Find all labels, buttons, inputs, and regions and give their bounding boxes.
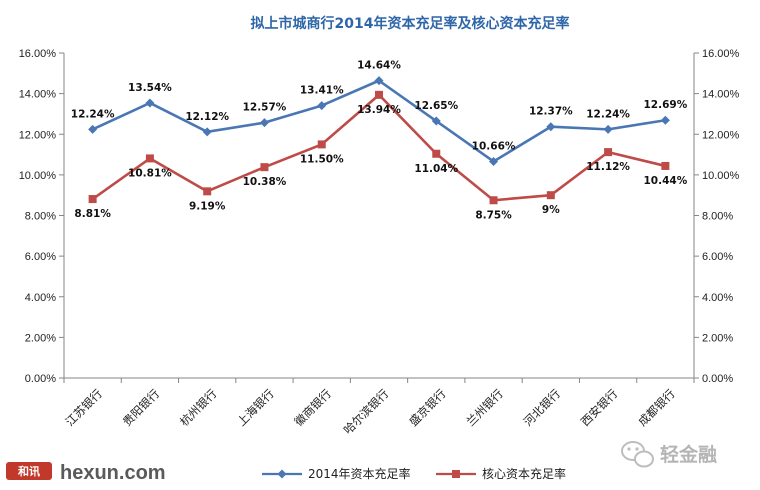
data-point-square [145,154,154,163]
x-tick-label: 上海银行 [234,386,276,428]
y-tick-labels-right: 0.00% 2.00% 4.00% 6.00% 8.00% 10.00% 12.00% 14.… [702,48,740,385]
y-tick-label-left: 10.00% [19,170,57,182]
data-label: 13.94% [357,104,401,116]
legend-label-capital-ratio: 2014年资本充足率 [308,466,411,481]
data-label: 9.19% [189,200,226,212]
data-point-square [88,195,97,204]
data-label: 12.65% [414,100,458,112]
y-tick-label-right: 6.00% [702,251,733,263]
x-tick-label: 河北银行 [521,386,563,428]
hexun-logo-badge [6,462,52,480]
y-tick-labels-left: 0.00% 2.00% 4.00% 6.00% 8.00% 10.00% 12.00% 14.… [19,48,57,385]
data-point-diamond [603,124,613,134]
legend-entry-capital-ratio: 2014年资本充足率 [262,466,411,481]
y-tick-label-right: 12.00% [702,129,740,141]
data-label: 8.81% [74,208,111,220]
x-tick-label: 哈尔滨银行 [341,386,392,437]
y-tick-label-right: 10.00% [702,170,740,182]
y-tick-label-left: 14.00% [19,89,57,101]
data-point-diamond [202,127,212,137]
data-point-square [203,187,212,196]
data-label: 11.50% [300,153,344,165]
legend-marker-diamond [277,469,287,479]
y-tick-label-left: 2.00% [25,332,56,344]
legend-marker-square [452,470,460,478]
y-tick-label-left: 12.00% [19,129,57,141]
x-tick-label: 兰州银行 [463,386,505,428]
x-tick-label: 盛京银行 [406,386,448,428]
data-labels: 12.24% 13.54% 12.12% 12.57% 13.41% 14.64% 12.6… [71,60,688,222]
data-point-diamond [489,156,499,166]
hexun-logo-text: 和讯 [18,464,40,478]
data-label: 14.64% [357,60,401,72]
x-tick-labels: 江苏银行 贵阳银行 杭州银行 上海银行 徽商银行 哈尔滨银行 盛京银行 兰州银行 河北银行 西安银… [63,386,678,437]
data-point-diamond [546,122,556,132]
x-tick-label: 江苏银行 [63,386,105,428]
data-point-square [375,90,383,99]
y-tick-label-right: 16.00% [702,48,740,60]
data-point-diamond [317,101,327,111]
data-label: 13.41% [300,85,344,97]
data-point-square [432,149,441,158]
data-label: 10.44% [643,175,687,187]
data-point-diamond [374,76,384,86]
y-tick-label-right: 8.00% [702,211,733,223]
data-label: 12.24% [71,108,115,120]
x-tick-label: 西安银行 [578,386,620,428]
legend: 2014年资本充足率 核心资本充足率 [262,466,566,481]
hexun-domain-text: hexun.com [60,462,166,484]
y-tick-label-right: 4.00% [702,292,733,304]
axes [59,52,699,383]
data-point-diamond [88,124,98,134]
data-point-diamond [145,98,155,108]
y-tick-label-left: 8.00% [25,211,56,223]
data-point-square [604,148,613,157]
data-point-diamond [431,116,441,126]
y-tick-label-left: 4.00% [25,292,56,304]
x-tick-label: 贵阳银行 [120,386,162,428]
chart-title: 拟上市城商行2014年资本充足率及核心资本充足率 [251,15,570,32]
data-label: 12.12% [185,111,229,123]
data-point-diamond [660,115,670,125]
data-label: 11.04% [414,163,458,175]
y-tick-label-right: 14.00% [702,89,740,101]
data-label: 9% [542,204,560,216]
x-tick-label: 成都银行 [635,386,677,428]
data-label: 13.54% [128,82,172,94]
wechat-icon [621,441,654,468]
y-tick-label-left: 6.00% [25,251,56,263]
data-point-square [546,191,555,200]
y-tick-label-right: 0.00% [702,373,733,385]
data-label: 12.37% [529,106,573,118]
data-label: 12.24% [586,108,630,120]
data-point-diamond [259,118,269,128]
legend-label-core-ratio: 核心资本充足率 [482,466,566,481]
y-tick-label-left: 16.00% [19,48,57,60]
legend-entry-core-ratio: 核心资本充足率 [436,466,566,481]
y-tick-label-right: 2.00% [702,332,733,344]
qingjinrong-watermark: 轻金融 [621,441,717,468]
data-label: 10.66% [472,140,516,152]
data-label: 10.81% [128,167,172,179]
qingjinrong-text: 轻金融 [660,443,717,466]
data-point-square [317,140,326,149]
tick-marks [59,52,699,383]
x-tick-label: 杭州银行 [177,386,219,428]
data-label: 11.12% [586,161,630,173]
data-label: 10.38% [243,176,287,188]
y-tick-label-left: 0.00% [25,373,56,385]
data-label: 12.69% [643,99,687,111]
data-label: 12.57% [243,102,287,114]
data-label: 8.75% [475,209,512,221]
data-point-square [489,196,498,205]
hexun-watermark: 和讯 hexun.com [6,462,166,484]
x-tick-label: 徽商银行 [292,386,334,428]
data-point-square [661,161,670,170]
data-point-square [260,163,269,172]
series-layer [88,76,670,205]
